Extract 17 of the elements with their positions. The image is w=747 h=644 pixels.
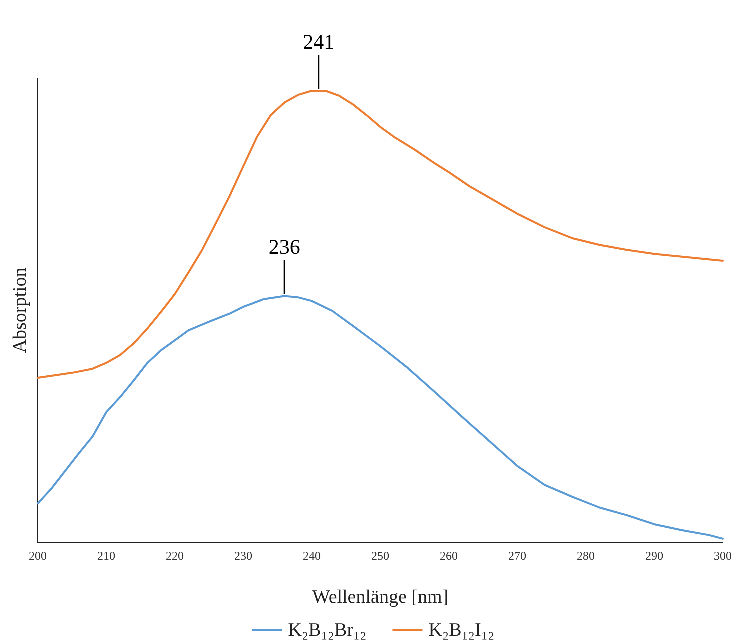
- x-tick-label: 220: [166, 549, 184, 563]
- x-tick-label: 240: [303, 549, 321, 563]
- x-tick-label: 200: [29, 549, 47, 563]
- x-tick-label: 260: [440, 549, 458, 563]
- x-tick-label: 250: [372, 549, 390, 563]
- x-tick-label: 230: [234, 549, 252, 563]
- annotation: 236: [268, 235, 300, 260]
- x-tick-label: 300: [714, 549, 732, 563]
- legend-label: K₂B₁₂Br₁₂: [288, 620, 367, 641]
- x-axis-title: Wellenlänge [nm]: [312, 587, 449, 608]
- x-tick-label: 270: [508, 549, 526, 563]
- legend-label: K₂B₁₂I₁₂: [428, 620, 495, 641]
- annotation: 241: [303, 30, 335, 54]
- x-tick-label: 280: [577, 549, 595, 563]
- x-tick-label: 210: [98, 549, 116, 563]
- x-tick-label: 290: [646, 549, 664, 563]
- y-axis-title: Absorption: [10, 267, 31, 354]
